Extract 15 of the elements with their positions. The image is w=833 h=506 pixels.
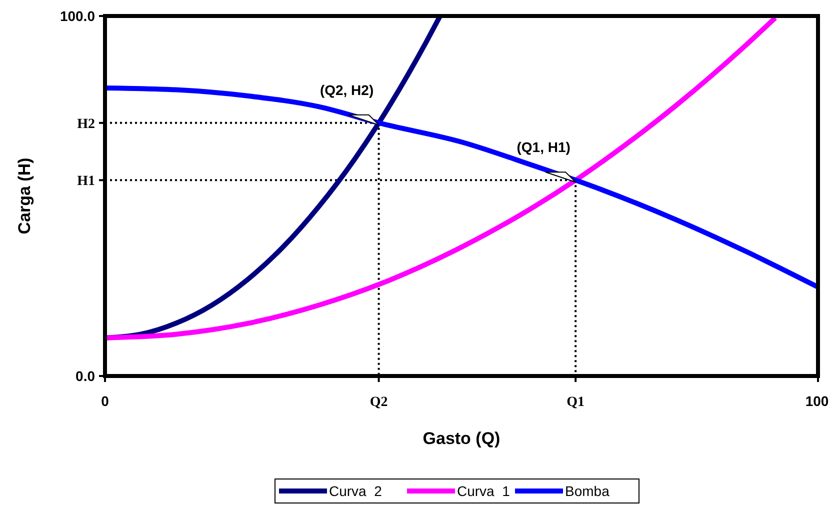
x-axis-title: Gasto (Q)	[422, 429, 500, 448]
y-tick-label: H1	[77, 174, 95, 190]
x-tick-label: 0	[101, 393, 110, 409]
y-axis-title: Carga (H)	[15, 158, 34, 234]
y-tick-label: H2	[77, 116, 95, 132]
legend-label: Bomba	[565, 483, 610, 499]
annotation: (Q2, H2)	[320, 82, 374, 98]
y-tick-label: 0.0	[76, 368, 96, 384]
x-tick-label: Q2	[370, 395, 388, 410]
x-tick-label: Q1	[566, 395, 585, 410]
legend-label: Curva 2	[329, 483, 382, 499]
y-tick-label: 100.0	[60, 8, 96, 24]
legend-label: Curva 1	[457, 483, 510, 499]
x-tick-label: 100	[805, 393, 829, 409]
annotation: (Q1, H1)	[516, 139, 570, 156]
